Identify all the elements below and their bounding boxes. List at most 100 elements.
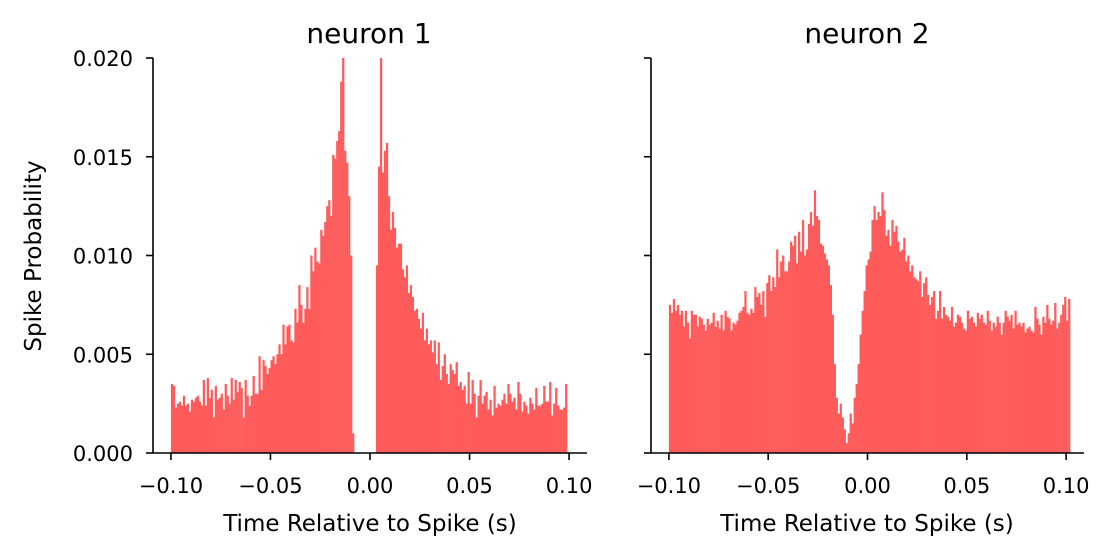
x-tick-label: 0.10 [546,474,593,498]
histogram-bar [805,249,809,453]
histogram-bar [935,318,938,453]
histogram-bar [893,231,896,453]
histogram-bar [541,403,544,454]
histogram-bar [756,296,759,453]
histogram-bar [964,330,968,453]
histogram-bar [417,318,421,453]
histogram-bar [342,58,345,453]
panel-2-x-ticks: −0.10 −0.05 0.00 0.05 0.10 [637,453,1090,498]
histogram-bar [557,405,560,453]
histogram-bar [276,354,279,453]
histogram-bar [294,308,297,453]
x-tick-label: 0.00 [347,474,394,498]
histogram-bar [716,320,719,453]
histogram-bar [391,212,395,453]
histogram-bar [978,318,981,453]
histogram-bar [998,322,1001,453]
histogram-bar [338,131,341,453]
histogram-bar [401,269,405,453]
histogram-bar [746,312,749,453]
histogram-bar [1052,320,1055,453]
histogram-bar [535,387,538,453]
histogram-bar [734,324,737,454]
panel-2-bars [668,190,1071,454]
histogram-bar [469,403,472,454]
histogram-bar [863,291,866,453]
histogram-bar [901,249,904,453]
histogram-bar [208,397,211,453]
histogram-bar [696,326,699,453]
histogram-bar [198,401,202,453]
histogram-bar [517,381,520,453]
histogram-bar [379,58,383,453]
histogram-bar [447,383,450,454]
histogram-bar [507,383,510,454]
histogram-bar [220,393,223,453]
histogram-bar [455,362,458,453]
histogram-bar [1004,310,1007,453]
histogram-bar [224,383,227,454]
histogram-bar [919,271,922,453]
histogram-bar [519,393,522,453]
histogram-bar [545,401,548,453]
histogram-bar [815,216,819,453]
histogram-bar [296,322,299,453]
panel-1-x-axis-label: Time Relative to Spike (s) [222,511,517,537]
histogram-bar [178,401,182,453]
histogram-bar [503,393,506,453]
histogram-bar [1056,328,1059,453]
histogram-bar [1046,304,1049,454]
histogram-bar [986,310,989,453]
histogram-bar [381,172,385,454]
histogram-bar [903,237,906,453]
x-tick-label: 0.05 [943,474,990,498]
histogram-bar [200,405,204,453]
histogram-bar [174,407,178,453]
histogram-bar [684,310,688,453]
histogram-bar [942,306,946,453]
histogram-bar [819,243,823,453]
histogram-bar [972,322,976,453]
histogram-bar [905,261,908,453]
histogram-bar [300,304,303,454]
histogram-bar [511,401,514,453]
histogram-bar [228,403,231,454]
histogram-bar [250,395,253,453]
histogram-bar [710,322,713,453]
histogram-bar [1036,318,1039,453]
histogram-bar [515,409,518,453]
histogram-bar [240,387,243,453]
histogram-bar [674,310,678,453]
histogram-bar [1038,324,1041,454]
histogram-bar [728,318,731,453]
histogram-bar [927,295,930,453]
histogram-bar [772,277,775,453]
histogram-bar [282,324,285,454]
histogram-bar [395,247,399,453]
histogram-bar [897,241,900,453]
histogram-bar [483,395,486,453]
histogram-bar [891,219,894,453]
histogram-bar [883,210,886,453]
histogram-bar [264,366,267,453]
histogram-bar [310,255,313,453]
histogram-bar [809,212,813,453]
histogram-bar [768,275,771,453]
histogram-bar [234,379,237,453]
histogram-bar [326,206,329,454]
histogram-bar [678,314,682,453]
histogram-bar [214,385,217,453]
histogram-bar [449,364,452,454]
histogram-bar [495,407,498,453]
x-tick-label: 0.05 [446,474,493,498]
histogram-bar [911,265,914,454]
histogram-bar [314,247,317,453]
panel-1-y-axis-label: Spike Probability [21,160,47,351]
histogram-bar [929,304,932,454]
histogram-bar [527,413,530,453]
histogram-bar [509,393,512,453]
histogram-bar [533,409,536,453]
histogram-bar [956,314,960,453]
histogram-bar [837,413,840,453]
histogram-bar [1012,328,1015,453]
